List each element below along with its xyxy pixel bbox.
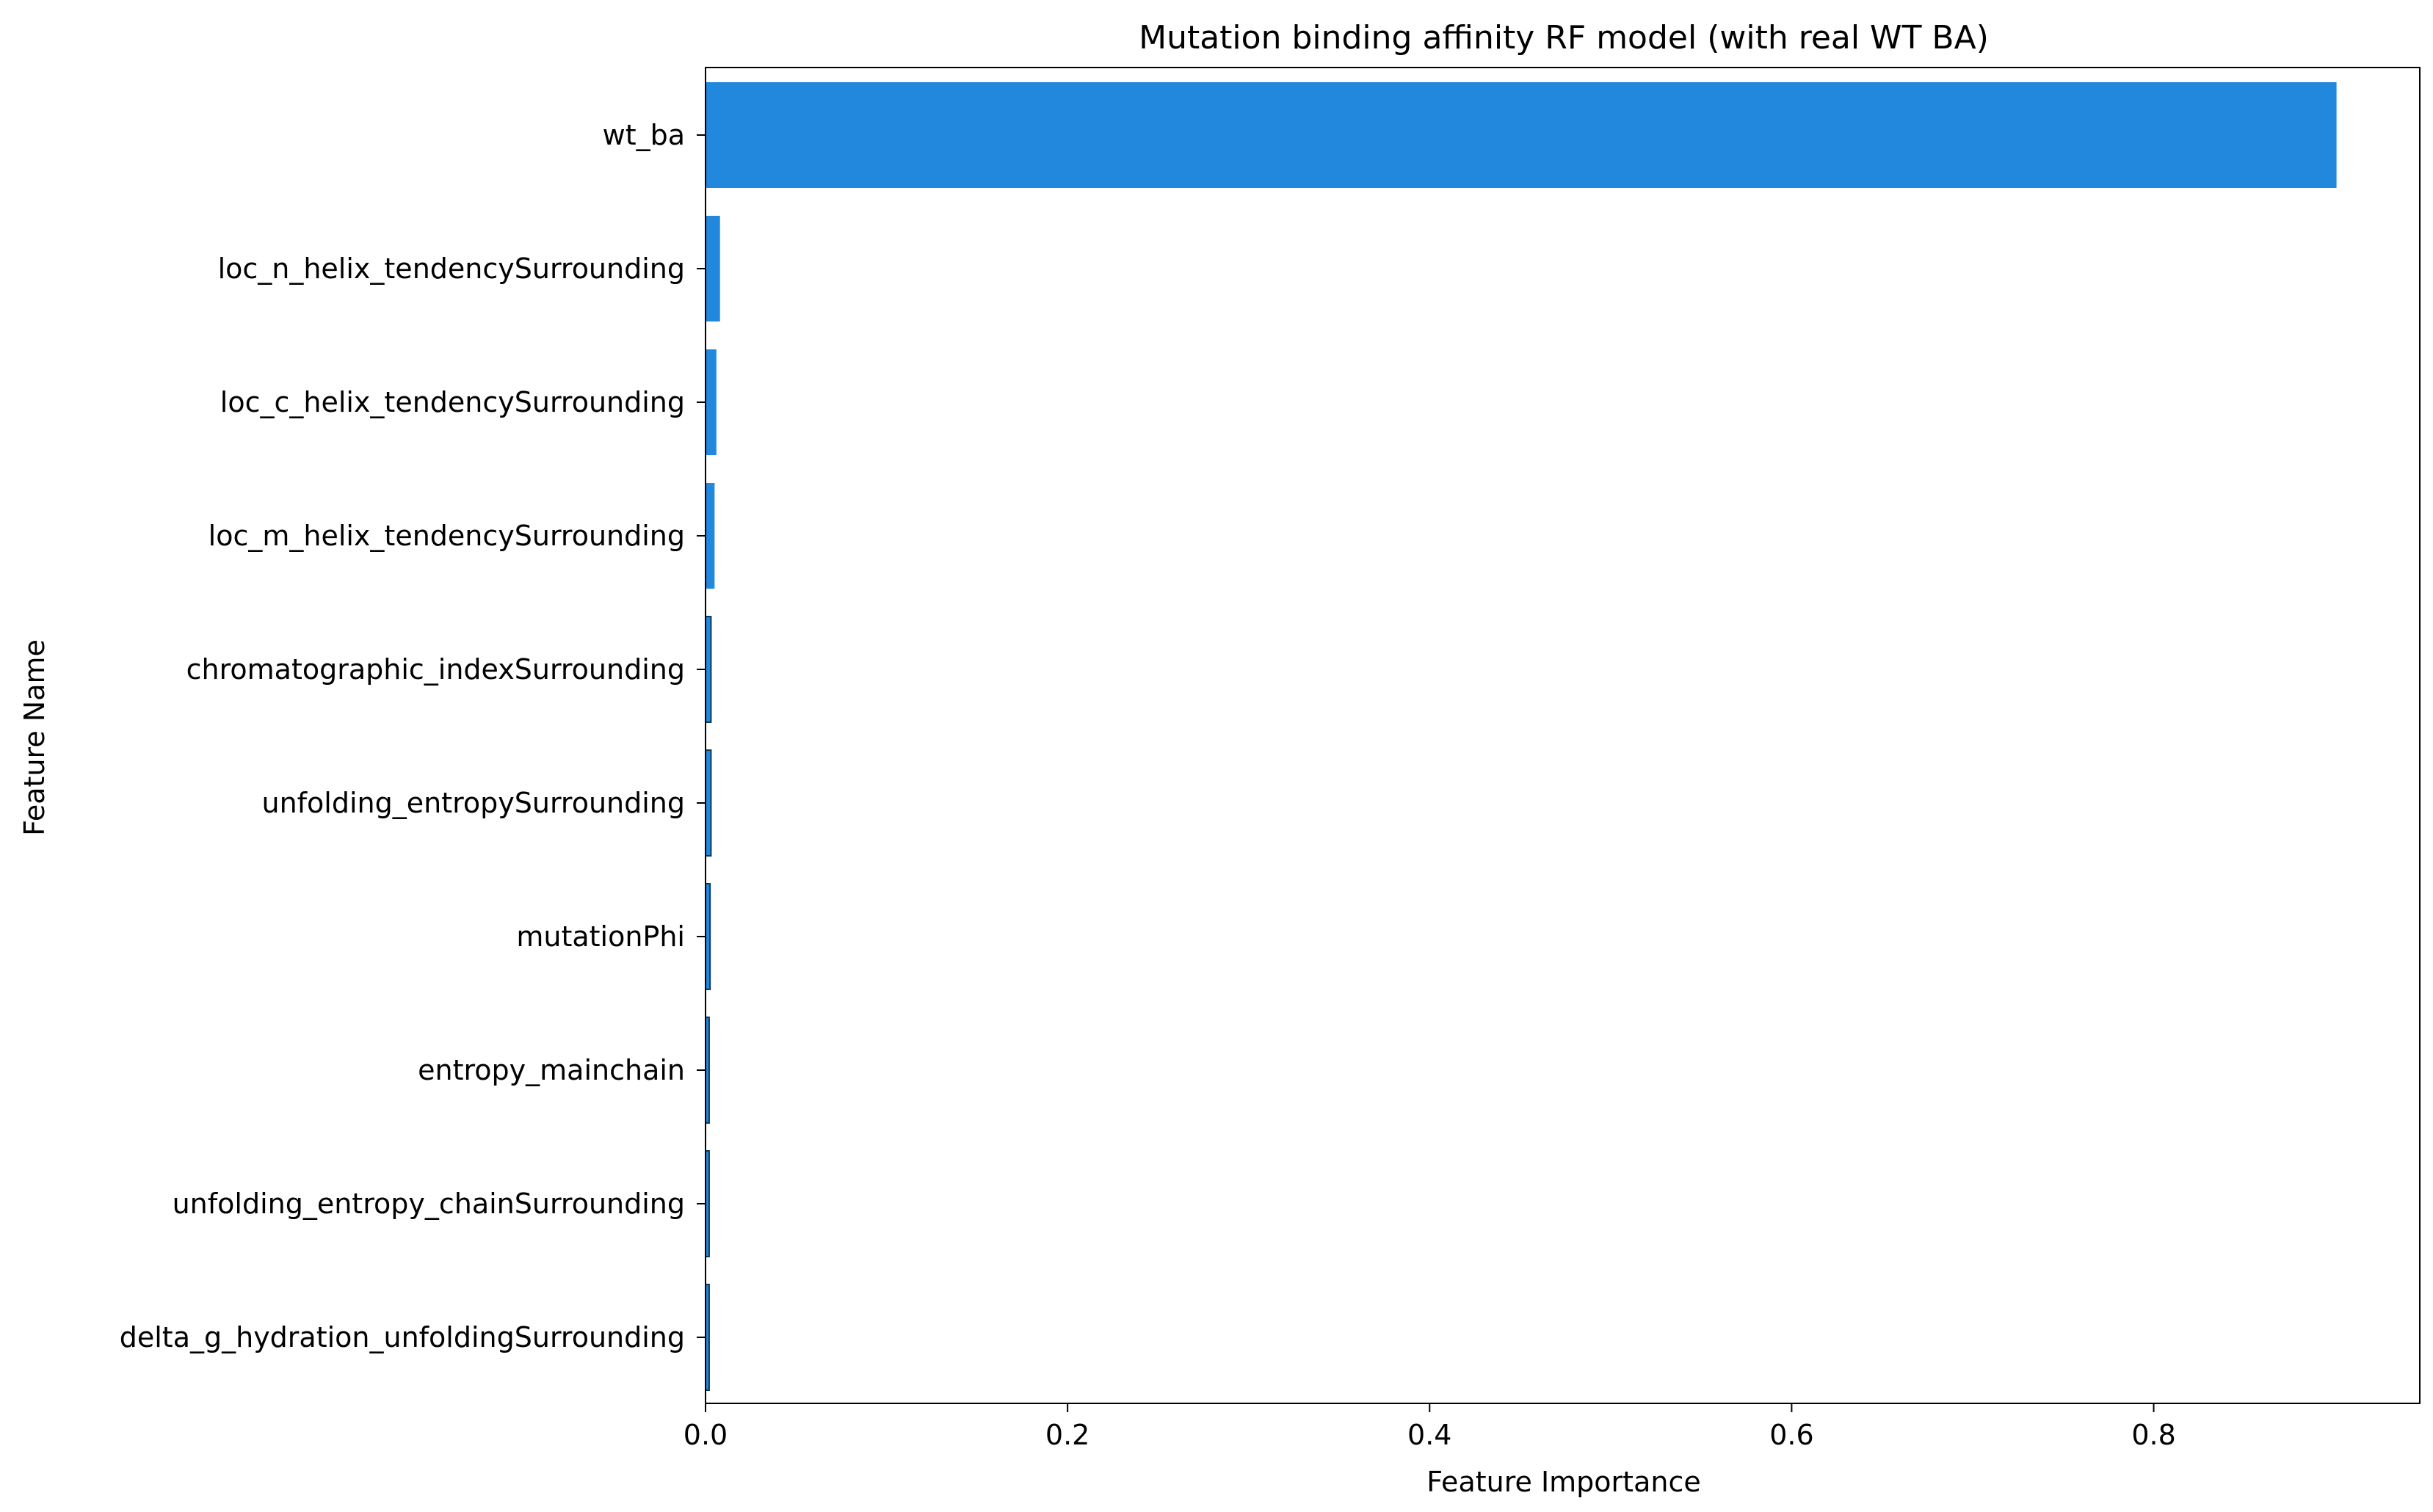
x-tick-label: 0.2 [1045,1419,1089,1451]
x-ticks-group: 0.0 0.2 0.4 0.6 0.8 [684,1403,2176,1451]
x-tick-label: 0.4 [1407,1419,1451,1451]
bar-unfolding_entropySurrounding [705,749,712,857]
x-tick-label: 0.8 [2131,1419,2175,1451]
y-ticks-group: wt_ba loc_n_helix_tendencySurrounding loc_… [120,119,706,1353]
x-tick-label: 0.6 [1769,1419,1813,1451]
x-axis-label: Feature Importance [1426,1466,1700,1498]
y-axis-label: Feature Name [18,639,51,836]
bar-loc_n_helix_tendencySurrounding [706,216,720,321]
y-tick-label: mutationPhi [516,920,685,953]
bar-loc_m_helix_tendencySurrounding [706,483,715,589]
bar-loc_c_helix_tendencySurrounding [706,349,717,455]
bar-wt_ba [706,82,2337,188]
y-tick-label: delta_g_hydration_unfoldingSurrounding [120,1321,685,1353]
chart-title: Mutation binding affinity RF model (with… [1139,19,1989,57]
y-tick-label: wt_ba [603,119,685,151]
bar-chromatographic_indexSurrounding [705,616,712,723]
y-tick-label: loc_n_helix_tendencySurrounding [218,252,685,285]
y-tick-label: loc_m_helix_tendencySurrounding [209,520,685,552]
y-tick-label: chromatographic_indexSurrounding [186,653,685,686]
bars-group [705,82,2337,1391]
x-tick-label: 0.0 [684,1419,728,1451]
axes-frame [705,67,2421,1404]
y-tick-label: unfolding_entropy_chainSurrounding [173,1188,685,1220]
y-tick-label: entropy_mainchain [418,1054,685,1086]
y-tick-label: unfolding_entropySurrounding [262,787,686,819]
y-tick-label: loc_c_helix_tendencySurrounding [220,386,685,418]
